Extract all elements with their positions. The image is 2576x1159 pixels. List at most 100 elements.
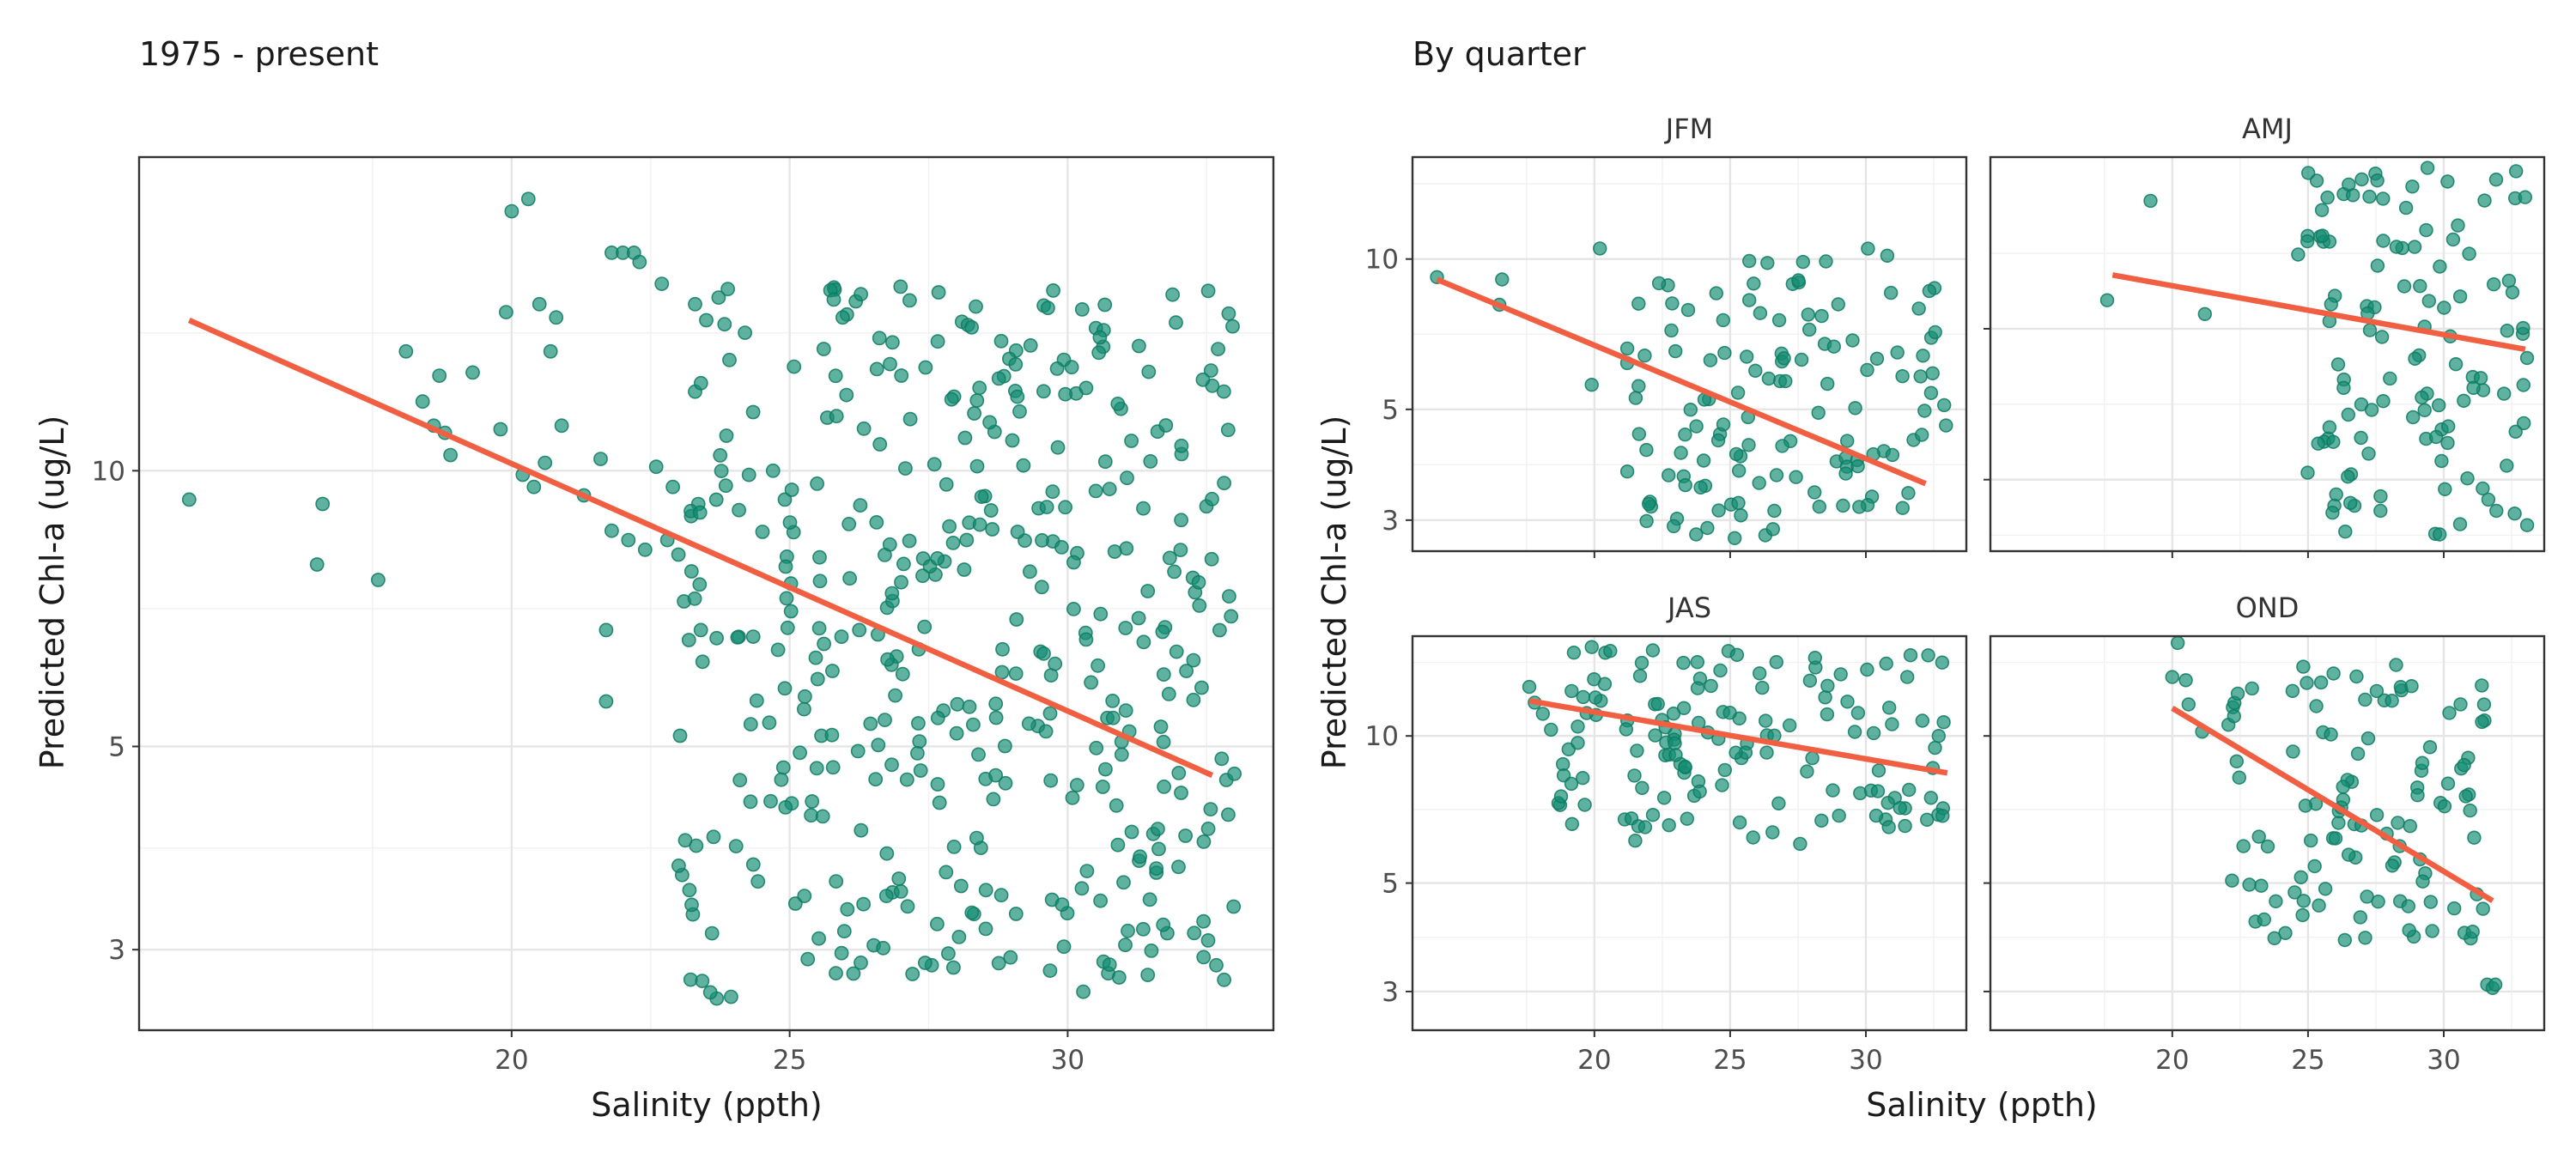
data-point [1717, 345, 1732, 361]
data-point [2251, 829, 2266, 844]
data-point [884, 757, 899, 773]
data-point [880, 652, 895, 667]
y-tick-label: 10 [1365, 245, 1399, 276]
data-point [872, 437, 888, 452]
data-point [1734, 508, 1748, 523]
data-point [912, 734, 927, 749]
data-point [2403, 818, 2418, 834]
data-point [1603, 643, 1618, 658]
data-point [854, 287, 868, 302]
data-point [1739, 349, 1754, 364]
data-point [778, 559, 793, 574]
data-point [1036, 646, 1051, 661]
data-point [672, 728, 688, 743]
data-point [1038, 724, 1054, 739]
data-point [895, 666, 910, 682]
data-point [852, 622, 867, 638]
data-point [1058, 386, 1073, 402]
data-point [2318, 882, 2333, 896]
data-point [2312, 898, 2326, 913]
data-point [2383, 371, 2397, 386]
right-panel-title: By quarter [1413, 35, 1586, 73]
data-point [1034, 580, 1049, 595]
data-point [2391, 816, 2405, 830]
data-point [898, 461, 913, 476]
data-point [893, 279, 908, 294]
data-point [2331, 816, 2346, 830]
data-point [2285, 683, 2300, 698]
data-point [1042, 706, 1058, 721]
data-point [2397, 279, 2412, 294]
data-point [1923, 385, 1939, 400]
data-point [962, 699, 977, 714]
data-point [930, 710, 945, 725]
data-point [2420, 161, 2435, 175]
data-point [1169, 315, 1183, 331]
data-point [1802, 322, 1817, 337]
data-point [817, 636, 831, 652]
data-point [621, 532, 636, 548]
data-point [2501, 273, 2517, 288]
data-point [398, 343, 414, 359]
data-point [931, 285, 946, 300]
data-point [2488, 977, 2503, 992]
data-point [1732, 815, 1747, 830]
data-point [1619, 341, 1635, 356]
data-point [1748, 363, 1763, 378]
panel-frame [137, 155, 1275, 1032]
data-point [1668, 736, 1682, 751]
data-point [930, 777, 945, 792]
data-point [1807, 650, 1823, 665]
left-y-axis-title: Predicted Chl-a (ug/L) [33, 416, 71, 770]
left-panel-title: 1975 - present [139, 35, 379, 73]
data-point [738, 325, 752, 340]
data-point [902, 411, 918, 427]
data-point [2336, 780, 2350, 794]
data-point [1783, 718, 1797, 733]
data-point [2296, 894, 2312, 908]
data-point [2267, 931, 2282, 946]
data-point [854, 956, 868, 970]
data-point [899, 772, 914, 787]
data-point [2099, 293, 2115, 307]
data-point [2463, 803, 2477, 818]
data-point [1136, 501, 1151, 516]
data-point [1767, 503, 1782, 519]
data-point [2364, 403, 2379, 417]
data-point [1074, 301, 1090, 317]
data-point [927, 457, 942, 472]
data-point [2314, 203, 2330, 217]
data-point [993, 333, 1009, 349]
data-point [2376, 394, 2391, 409]
data-point [1587, 671, 1601, 687]
data-point [749, 693, 764, 708]
data-point [1121, 923, 1135, 938]
data-point [1628, 833, 1643, 848]
data-point [811, 931, 826, 946]
data-point [2389, 240, 2404, 254]
data-point [1632, 669, 1648, 683]
data-point [1870, 784, 1886, 798]
data-point [991, 371, 1006, 386]
y-tick-label: 3 [1382, 977, 1399, 1008]
data-point [1869, 351, 1885, 366]
data-point [2467, 830, 2482, 845]
data-point [1661, 468, 1676, 482]
data-point [1666, 519, 1681, 534]
data-point [878, 713, 892, 727]
data-point [2370, 173, 2385, 188]
data-point [743, 794, 758, 810]
data-point [2432, 397, 2446, 413]
data-point [1838, 466, 1853, 481]
data-point [1217, 972, 1231, 987]
data-point [998, 775, 1013, 791]
data-point [1151, 822, 1165, 836]
data-point [809, 761, 824, 776]
data-point [1639, 442, 1654, 458]
data-point [370, 573, 386, 587]
data-point [724, 989, 738, 1004]
data-point [842, 571, 857, 586]
data-point [1008, 666, 1024, 681]
data-point [1155, 624, 1170, 640]
data-point [2389, 658, 2403, 672]
